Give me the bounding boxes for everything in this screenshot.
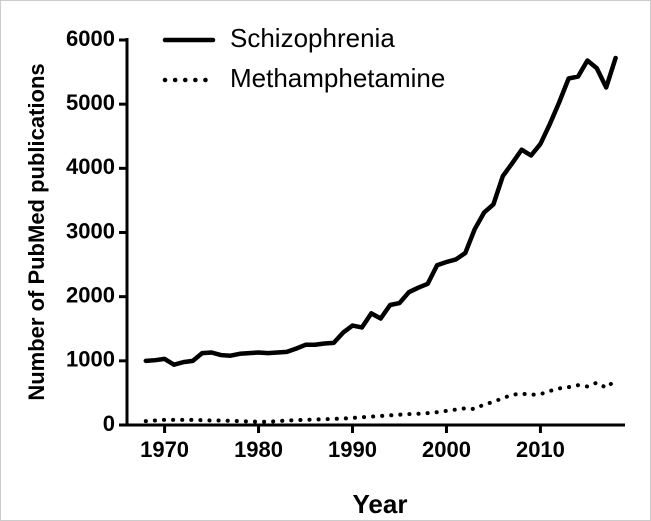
series-line <box>143 55 618 367</box>
y-axis-title: Number of PubMed publications <box>24 63 49 400</box>
y-tick-label: 5000 <box>66 90 115 115</box>
series-line <box>143 378 618 424</box>
legend-label: Schizophrenia <box>230 23 395 53</box>
y-tick-label: 6000 <box>66 26 115 51</box>
y-tick-label: 2000 <box>66 282 115 307</box>
x-tick-label: 2000 <box>422 437 471 462</box>
x-tick-label: 1980 <box>234 437 283 462</box>
y-tick-label: 3000 <box>66 218 115 243</box>
x-tick-label: 1970 <box>140 437 189 462</box>
y-tick-label: 4000 <box>66 154 115 179</box>
y-tick-label: 0 <box>103 411 115 436</box>
x-tick-label: 1990 <box>328 437 377 462</box>
x-tick-label: 2010 <box>516 437 565 462</box>
legend-label: Methamphetamine <box>230 63 445 93</box>
x-axis-title: Year <box>353 489 408 519</box>
y-tick-label: 1000 <box>66 347 115 372</box>
